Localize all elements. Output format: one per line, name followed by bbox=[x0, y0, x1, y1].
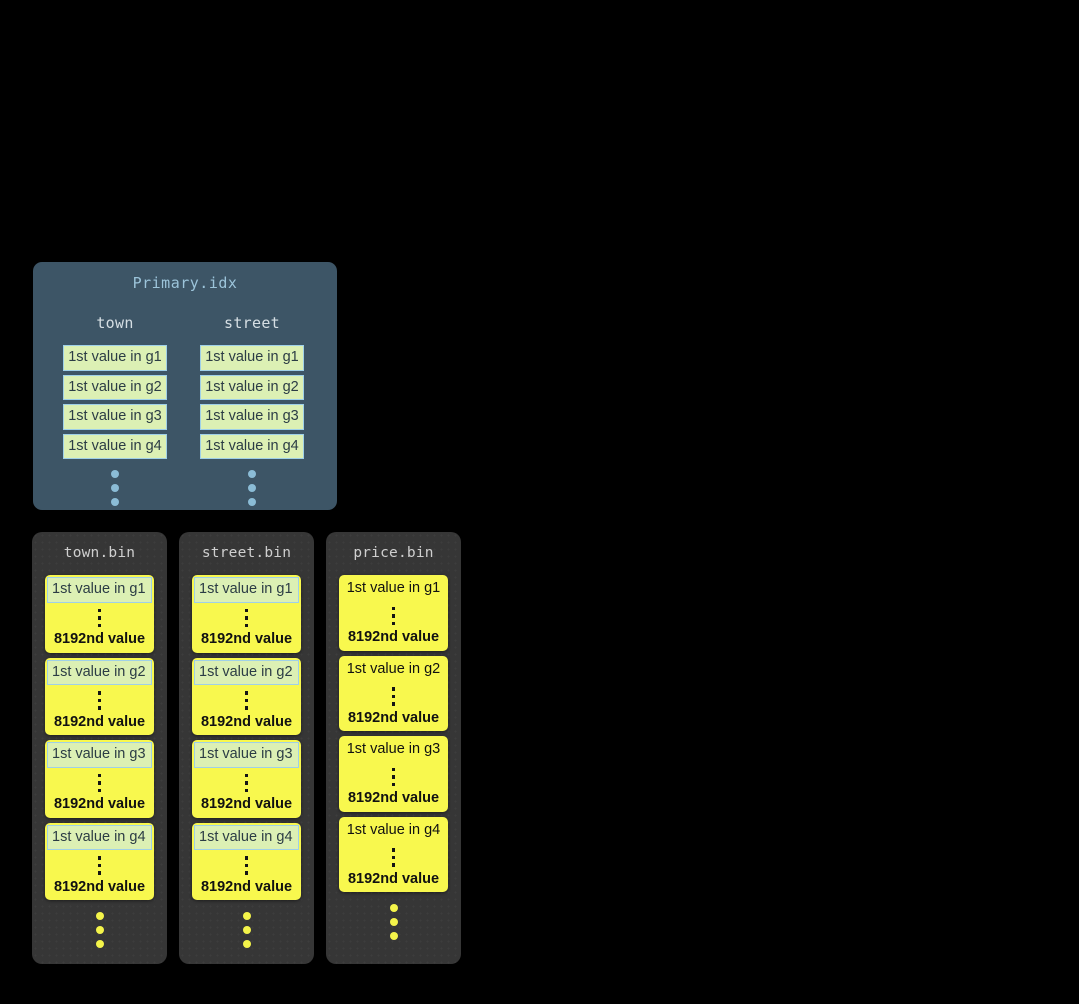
granule-block: 1st value in g1 8192nd value bbox=[45, 575, 154, 653]
granule-first-value: 1st value in g3 bbox=[47, 742, 152, 768]
bin-files-row: town.bin 1st value in g1 8192nd value 1s… bbox=[32, 532, 461, 964]
granule-first-value: 1st value in g1 bbox=[346, 580, 441, 596]
granule-first-value: 1st value in g4 bbox=[346, 821, 441, 838]
bin-file-price: price.bin 1st value in g1 8192nd value 1… bbox=[326, 532, 461, 964]
vertical-ellipsis-icon bbox=[188, 470, 316, 506]
index-entry: 1st value in g3 bbox=[63, 404, 167, 430]
vertical-ellipsis-icon bbox=[97, 608, 102, 627]
vertical-ellipsis-icon bbox=[389, 904, 398, 940]
granule-last-value: 8192nd value bbox=[53, 878, 146, 895]
vertical-ellipsis-icon bbox=[51, 470, 179, 506]
index-column-header: street bbox=[224, 314, 280, 332]
index-column-town: town 1st value in g1 1st value in g2 1st… bbox=[51, 314, 179, 506]
bin-file-town: town.bin 1st value in g1 8192nd value 1s… bbox=[32, 532, 167, 964]
granule-block: 1st value in g2 8192nd value bbox=[339, 655, 448, 731]
vertical-ellipsis-icon bbox=[391, 767, 396, 786]
index-entry: 1st value in g1 bbox=[200, 345, 304, 371]
granule-group-list: 1st value in g1 8192nd value 1st value i… bbox=[192, 575, 301, 900]
granule-block: 1st value in g1 8192nd value bbox=[339, 575, 448, 651]
granule-first-value: 1st value in g1 bbox=[194, 577, 299, 603]
granule-first-value: 1st value in g2 bbox=[346, 660, 441, 677]
vertical-ellipsis-icon bbox=[97, 691, 102, 710]
granule-last-value: 8192nd value bbox=[200, 878, 293, 895]
index-entry: 1st value in g3 bbox=[200, 404, 304, 430]
granule-last-value: 8192nd value bbox=[53, 713, 146, 730]
granule-last-value: 8192nd value bbox=[200, 796, 293, 812]
bin-file-title: price.bin bbox=[353, 545, 434, 561]
granule-block: 1st value in g3 8192nd value bbox=[45, 740, 154, 818]
index-entry: 1st value in g4 bbox=[63, 433, 167, 459]
granule-block: 1st value in g4 8192nd value bbox=[192, 822, 301, 900]
vertical-ellipsis-icon bbox=[244, 773, 249, 792]
vertical-ellipsis-icon bbox=[391, 848, 396, 867]
index-column-header: town bbox=[96, 314, 134, 332]
granule-last-value: 8192nd value bbox=[200, 713, 293, 730]
granule-block: 1st value in g3 8192nd value bbox=[339, 736, 448, 812]
bin-file-title: town.bin bbox=[63, 545, 136, 561]
granule-last-value: 8192nd value bbox=[53, 631, 146, 647]
index-column-street: street 1st value in g1 1st value in g2 1… bbox=[188, 314, 316, 506]
granule-block: 1st value in g2 8192nd value bbox=[192, 657, 301, 735]
granule-first-value: 1st value in g4 bbox=[194, 824, 299, 850]
index-entry: 1st value in g2 bbox=[200, 374, 304, 400]
granule-last-value: 8192nd value bbox=[53, 796, 146, 812]
index-entry: 1st value in g4 bbox=[200, 433, 304, 459]
bin-file-title: street.bin bbox=[201, 545, 292, 561]
index-entry: 1st value in g2 bbox=[63, 374, 167, 400]
vertical-ellipsis-icon bbox=[97, 773, 102, 792]
granule-first-value: 1st value in g2 bbox=[47, 659, 152, 685]
vertical-ellipsis-icon bbox=[242, 912, 251, 948]
index-entry-list: 1st value in g1 1st value in g2 1st valu… bbox=[51, 345, 179, 459]
granule-first-value: 1st value in g4 bbox=[47, 824, 152, 850]
vertical-ellipsis-icon bbox=[244, 608, 249, 627]
granule-last-value: 8192nd value bbox=[347, 709, 440, 726]
primary-index-title: Primary.idx bbox=[132, 274, 238, 292]
vertical-ellipsis-icon bbox=[244, 856, 249, 875]
granule-block: 1st value in g1 8192nd value bbox=[192, 575, 301, 653]
index-entry: 1st value in g1 bbox=[63, 345, 167, 371]
index-entry-list: 1st value in g1 1st value in g2 1st valu… bbox=[188, 345, 316, 459]
granule-last-value: 8192nd value bbox=[200, 631, 293, 647]
granule-group-list: 1st value in g1 8192nd value 1st value i… bbox=[339, 575, 448, 892]
granule-block: 1st value in g2 8192nd value bbox=[45, 657, 154, 735]
granule-first-value: 1st value in g3 bbox=[346, 741, 441, 757]
granule-first-value: 1st value in g1 bbox=[47, 577, 152, 603]
vertical-ellipsis-icon bbox=[391, 606, 396, 625]
vertical-ellipsis-icon bbox=[391, 687, 396, 706]
granule-first-value: 1st value in g2 bbox=[194, 659, 299, 685]
granule-first-value: 1st value in g3 bbox=[194, 742, 299, 768]
vertical-ellipsis-icon bbox=[95, 912, 104, 948]
granule-block: 1st value in g4 8192nd value bbox=[45, 822, 154, 900]
vertical-ellipsis-icon bbox=[97, 856, 102, 875]
granule-group-list: 1st value in g1 8192nd value 1st value i… bbox=[45, 575, 154, 900]
granule-last-value: 8192nd value bbox=[347, 629, 440, 645]
granule-last-value: 8192nd value bbox=[347, 790, 440, 806]
granule-last-value: 8192nd value bbox=[347, 870, 440, 887]
bin-file-street: street.bin 1st value in g1 8192nd value … bbox=[179, 532, 314, 964]
primary-index-panel: Primary.idx town 1st value in g1 1st val… bbox=[33, 262, 337, 510]
granule-block: 1st value in g4 8192nd value bbox=[339, 816, 448, 892]
vertical-ellipsis-icon bbox=[244, 691, 249, 710]
granule-block: 1st value in g3 8192nd value bbox=[192, 740, 301, 818]
